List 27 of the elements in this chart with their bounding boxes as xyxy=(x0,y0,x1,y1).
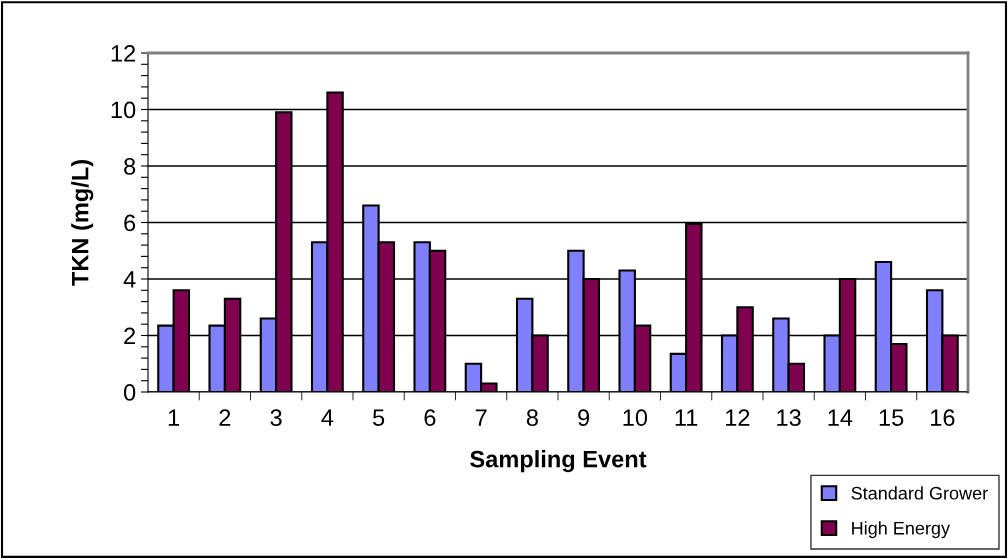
y-tick-label: 2 xyxy=(124,327,136,345)
legend-label: High Energy xyxy=(852,521,950,539)
x-tick-label: 1 xyxy=(168,409,180,426)
y-tick-label: 12 xyxy=(111,45,136,62)
x-tick-label: 9 xyxy=(578,409,590,427)
x-tick-label: 3 xyxy=(270,409,282,427)
y-tick-label: 10 xyxy=(111,101,136,119)
x-tick-label: 7 xyxy=(475,409,487,426)
x-tick-label: 12 xyxy=(726,409,750,426)
x-tick-label: 4 xyxy=(321,409,334,426)
x-tick-label: 6 xyxy=(424,409,436,427)
legend-label: Standard Grower xyxy=(851,486,988,500)
x-tick-label: 2 xyxy=(219,409,231,426)
x-tick-label: 5 xyxy=(373,409,385,427)
x-tick-label: 16 xyxy=(931,409,955,427)
y-tick-label: 6 xyxy=(124,214,136,232)
x-tick-label: 8 xyxy=(526,409,538,427)
y-tick-label: 4 xyxy=(123,271,136,288)
x-tick-label: 10 xyxy=(623,409,648,427)
x-tick-label: 15 xyxy=(879,409,904,427)
y-tick-label: 8 xyxy=(124,158,136,175)
x-tick-label: 11 xyxy=(675,409,698,426)
y-tick-label: 0 xyxy=(123,384,136,401)
y-axis-title: TKN (mg/L) xyxy=(71,160,94,286)
x-tick-label: 13 xyxy=(777,409,801,427)
x-tick-label: 14 xyxy=(828,409,853,426)
x-axis-title: Sampling Event xyxy=(470,450,647,473)
